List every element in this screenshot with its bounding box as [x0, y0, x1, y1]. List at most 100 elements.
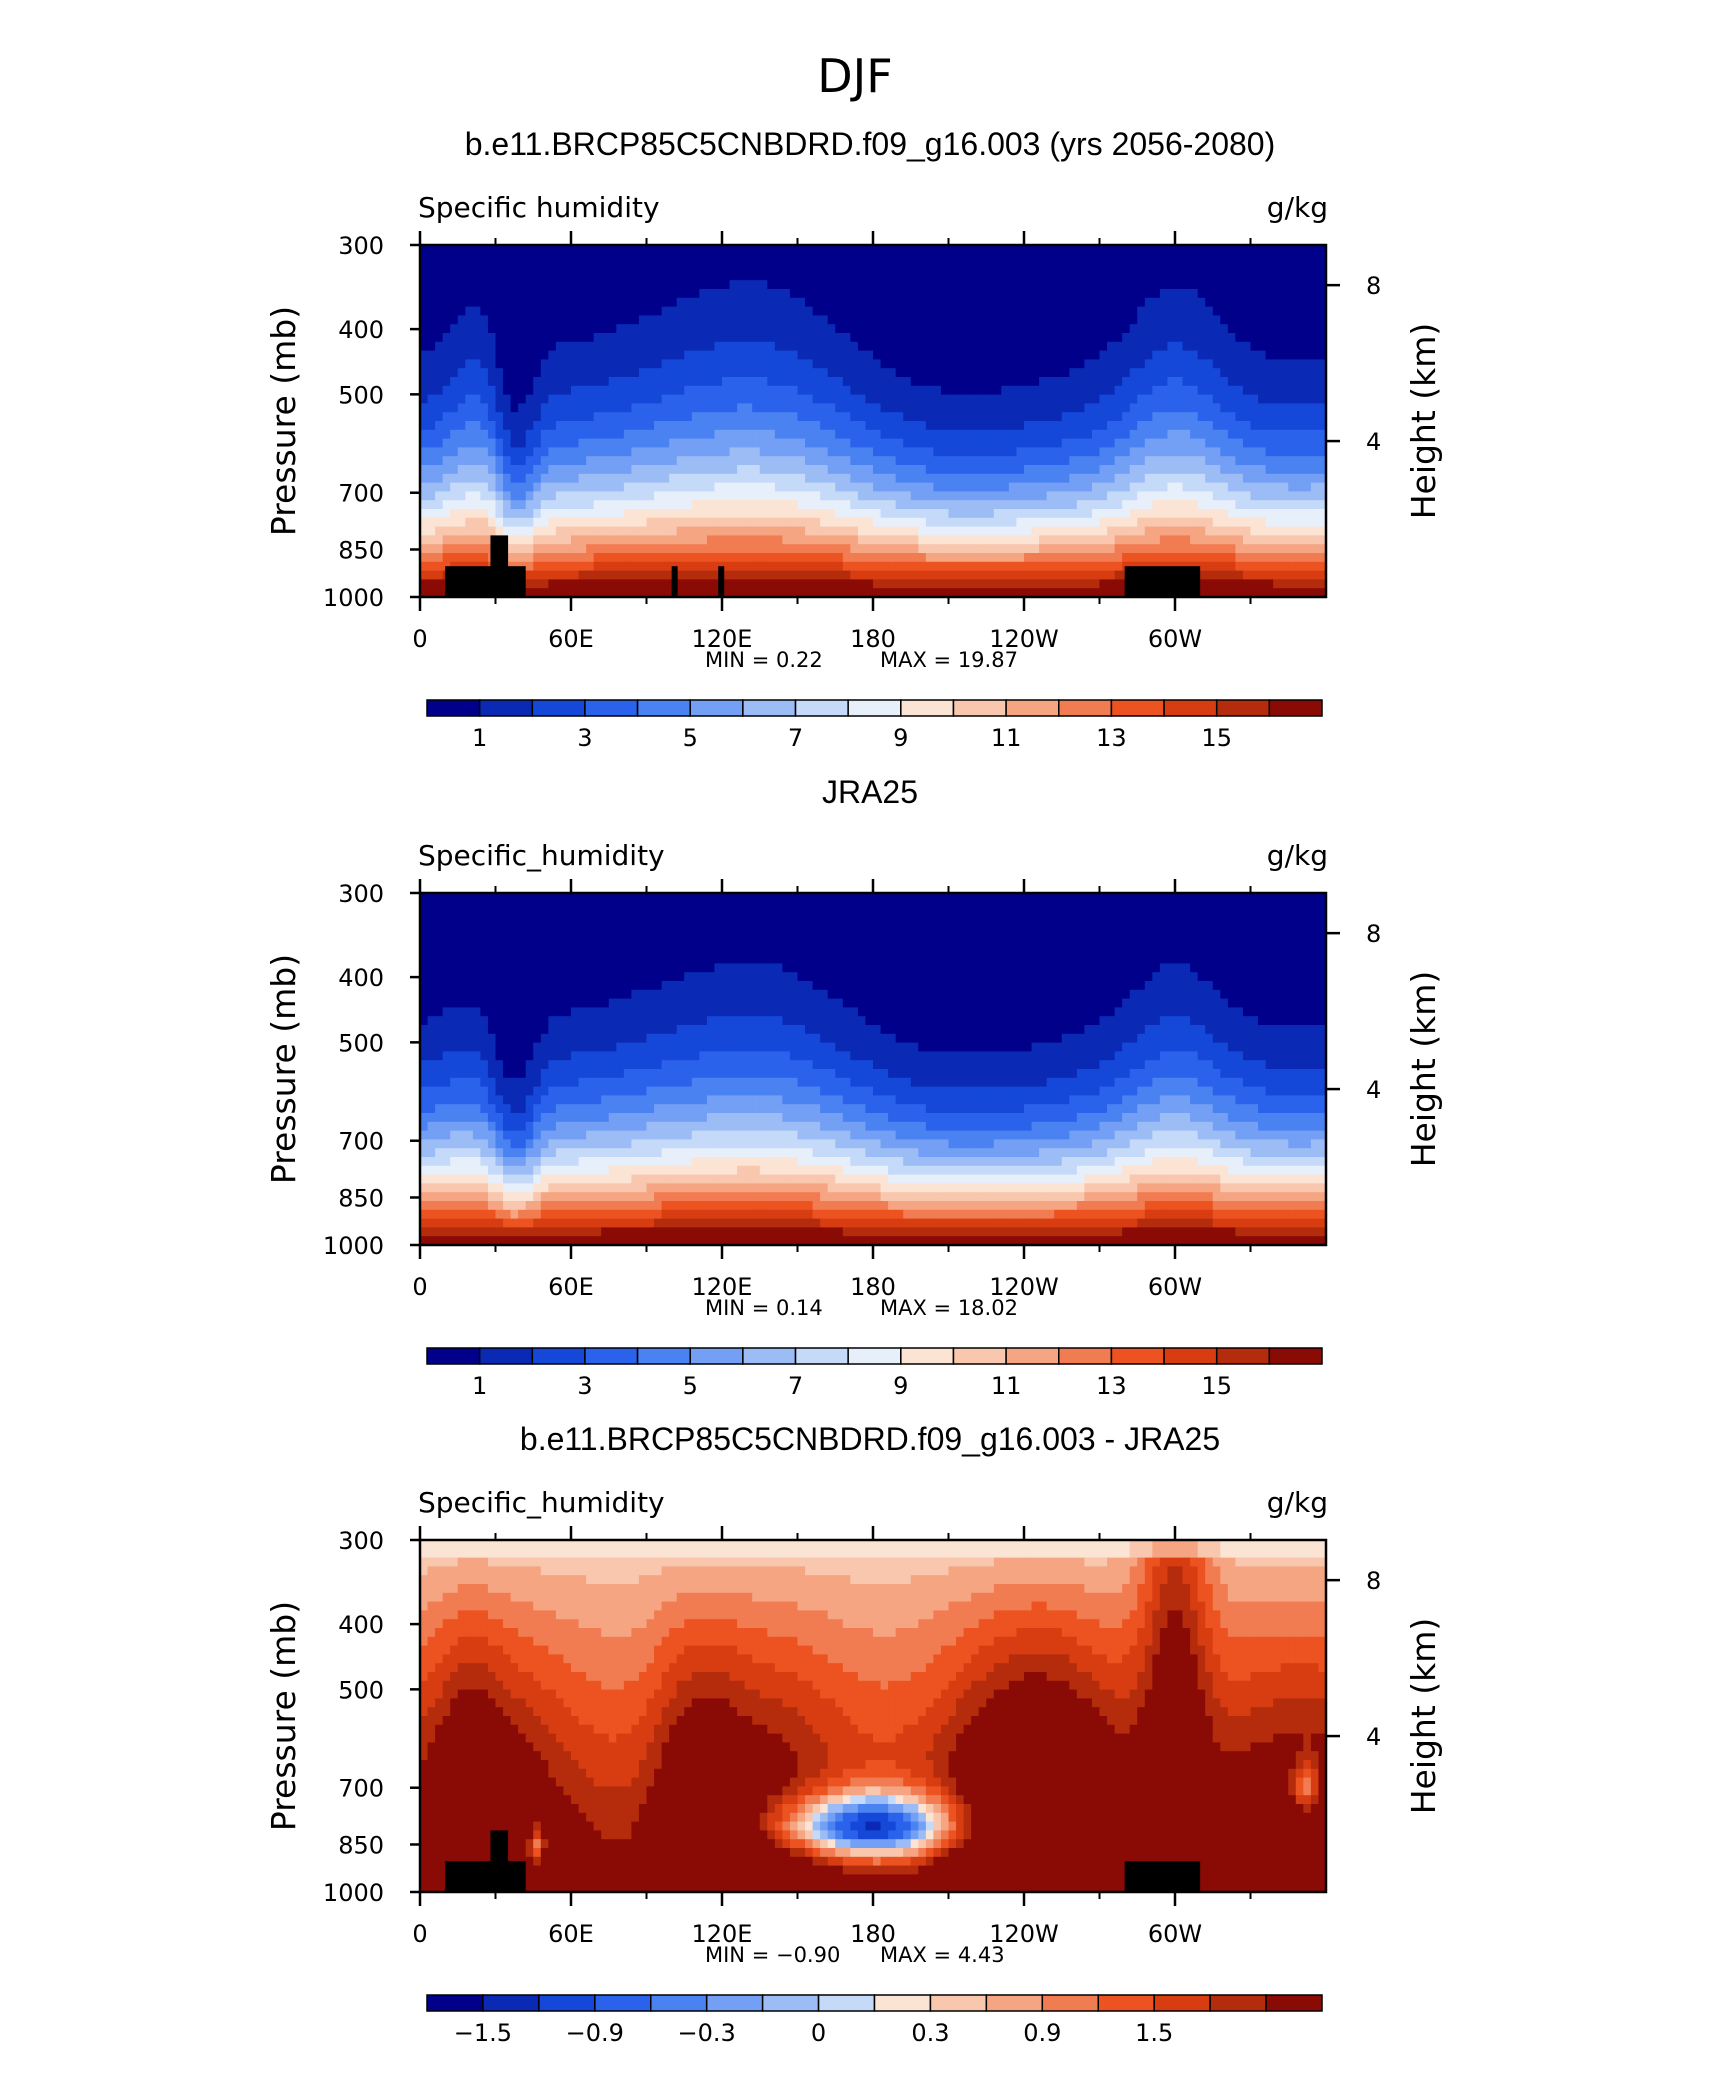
heatmap-cell: [518, 509, 527, 519]
x-tick-label: 0: [412, 625, 427, 653]
heatmap-cell: [835, 491, 844, 501]
heatmap-cell: [684, 500, 693, 510]
heatmap-cell: [465, 289, 474, 299]
heatmap-cell: [1167, 491, 1176, 501]
heatmap-cell: [631, 280, 640, 290]
heatmap-cell: [623, 315, 632, 325]
heatmap-cell: [540, 588, 549, 598]
heatmap-cell: [1197, 438, 1206, 448]
heatmap-cell: [571, 289, 580, 299]
heatmap-cell: [933, 447, 942, 457]
heatmap-cell: [1190, 500, 1199, 510]
heatmap-cell: [631, 500, 640, 510]
heatmap-cell: [578, 385, 587, 396]
heatmap-cell: [835, 429, 844, 440]
heatmap-cell: [888, 271, 897, 281]
heatmap-cell: [1144, 341, 1153, 352]
heatmap-cell: [1137, 473, 1146, 484]
heatmap-cell: [971, 377, 980, 387]
heatmap-cell: [940, 456, 950, 466]
heatmap-cell: [903, 429, 912, 440]
heatmap-cell: [1024, 438, 1033, 448]
heatmap-cell: [873, 333, 882, 343]
heatmap-cell: [1273, 447, 1282, 457]
heatmap-cell: [450, 544, 459, 554]
heatmap-cell: [722, 438, 731, 448]
heatmap-cell: [835, 280, 844, 290]
heatmap-cell: [1280, 262, 1289, 272]
heatmap-cell: [1129, 421, 1138, 431]
heatmap-cell: [654, 517, 663, 528]
heatmap-cell: [555, 368, 565, 378]
heatmap-cell: [797, 271, 806, 281]
heatmap-cell: [1137, 385, 1146, 396]
heatmap-cell: [925, 297, 934, 308]
heatmap-cell: [1310, 289, 1320, 299]
heatmap-cell: [782, 579, 791, 589]
heatmap-cell: [427, 245, 436, 255]
heatmap-cell: [910, 544, 919, 554]
heatmap-cell: [805, 447, 814, 457]
heatmap-cell: [1318, 271, 1327, 281]
heatmap-cell: [1061, 315, 1070, 325]
heatmap-cell: [1076, 306, 1085, 316]
heatmap-cell: [903, 324, 912, 334]
heatmap-cell: [1024, 579, 1033, 589]
heatmap-cell: [1107, 297, 1116, 308]
heatmap-cell: [623, 271, 632, 281]
heatmap-cell: [993, 306, 1002, 316]
heatmap-cell: [1039, 262, 1048, 272]
heatmap-cell: [1318, 579, 1327, 589]
heatmap-cell: [601, 588, 610, 598]
heatmap-cell: [752, 341, 761, 352]
heatmap-cell: [1046, 350, 1055, 360]
heatmap-cell: [495, 306, 504, 316]
heatmap-cell: [487, 456, 497, 466]
heatmap-cell: [691, 570, 700, 580]
heatmap-cell: [638, 517, 648, 528]
heatmap-cell: [1295, 491, 1304, 501]
heatmap-cell: [986, 394, 995, 404]
heatmap-cell: [752, 368, 761, 378]
heatmap-cell: [797, 588, 806, 598]
heatmap-cell: [1069, 385, 1078, 396]
heatmap-cell: [729, 482, 738, 492]
heatmap-cell: [850, 412, 859, 422]
heatmap-cell: [873, 500, 882, 510]
heatmap-cell: [1288, 341, 1297, 352]
heatmap-cell: [774, 465, 783, 475]
heatmap-cell: [420, 509, 429, 519]
heatmap-cell: [744, 394, 753, 404]
heatmap-cell: [1152, 350, 1161, 360]
heatmap-cell: [608, 253, 617, 264]
heatmap-cell: [1159, 245, 1169, 255]
heatmap-cell: [812, 579, 821, 589]
heatmap-cell: [1076, 289, 1085, 299]
heatmap-cell: [1288, 553, 1297, 563]
heatmap-cell: [525, 324, 534, 334]
figure-title: DJF: [817, 49, 892, 103]
heatmap-cell: [487, 385, 497, 396]
heatmap-cell: [1137, 289, 1146, 299]
heatmap-cell: [1114, 509, 1123, 519]
heatmap-cell: [1159, 289, 1169, 299]
heatmap-cell: [805, 394, 814, 404]
heatmap-cell: [1008, 421, 1018, 431]
heatmap-cell: [654, 447, 663, 457]
heatmap-cell: [986, 553, 995, 563]
heatmap-cell: [744, 289, 753, 299]
heatmap-cell: [1008, 377, 1018, 387]
heatmap-cell: [850, 456, 859, 466]
heatmap-cell: [1220, 350, 1229, 360]
heatmap-cell: [450, 385, 459, 396]
heatmap-cell: [948, 385, 957, 396]
variable-label: Specific_humidity: [418, 839, 665, 872]
heatmap-cell: [1190, 289, 1199, 299]
heatmap-cell: [805, 456, 814, 466]
heatmap-cell: [729, 403, 738, 413]
heatmap-cell: [457, 306, 466, 316]
heatmap-cell: [1197, 893, 1206, 903]
heatmap-cell: [948, 509, 957, 519]
heatmap-cell: [1303, 456, 1312, 466]
